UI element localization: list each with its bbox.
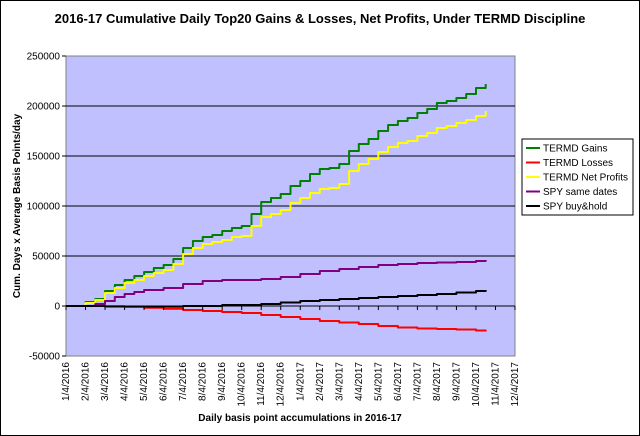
y-tick-label: 200000: [27, 102, 61, 113]
x-tick-label: 3/4/2017: [334, 362, 345, 401]
x-tick-label: 10/4/2016: [237, 362, 248, 407]
x-tick-label: 2/4/2017: [315, 362, 326, 401]
x-tick-label: 9/4/2016: [217, 362, 228, 401]
x-tick-label: 7/4/2017: [412, 362, 423, 401]
x-tick-label: 8/4/2017: [432, 362, 443, 401]
legend-label: SPY same dates: [543, 187, 617, 198]
y-tick-label: 50000: [32, 252, 60, 263]
x-axis-label: Daily basis point accumulations in 2016-…: [198, 413, 402, 424]
x-tick-label: 2/4/2016: [81, 362, 92, 401]
x-tick-label: 5/4/2016: [139, 362, 150, 401]
legend-label: SPY buy&hold: [543, 202, 607, 213]
legend-label: TERMD Gains: [543, 144, 607, 155]
legend-label: TERMD Net Profits: [543, 173, 628, 184]
legend: TERMD Gains TERMD Losses TERMD Net Profits…: [521, 138, 634, 216]
x-tick-label: 3/4/2016: [100, 362, 111, 401]
x-axis-ticks: 1/4/2016 2/4/2016 3/4/2016 4/4/2016 5/4/2016…: [61, 305, 521, 407]
legend-label: TERMD Losses: [543, 158, 613, 169]
x-tick-label: 4/4/2016: [120, 362, 131, 401]
x-tick-label: 1/4/2016: [61, 362, 72, 401]
x-tick-label: 5/4/2017: [373, 362, 384, 401]
x-tick-label: 12/4/2017: [510, 362, 521, 407]
y-tick-label: -50000: [29, 352, 61, 363]
series-line-3: [66, 111, 487, 307]
x-tick-label: 7/4/2016: [178, 362, 189, 401]
x-tick-label: 11/4/2017: [490, 362, 501, 406]
x-tick-label: 4/4/2017: [354, 362, 365, 401]
series-layer: [66, 84, 487, 332]
y-axis-label: Cum. Days x Average Basis Points/day: [12, 113, 23, 298]
series-line-4: [66, 260, 487, 307]
y-tick-label: 0: [54, 302, 60, 313]
x-tick-label: 12/4/2016: [276, 362, 287, 407]
x-tick-label: 11/4/2016: [256, 362, 267, 406]
x-tick-label: 1/4/2017: [295, 362, 306, 401]
legend-box: [521, 138, 634, 216]
y-tick-label: 150000: [27, 152, 61, 163]
y-tick-label: 100000: [27, 202, 61, 213]
chart-title: 2016-17 Cumulative Daily Top20 Gains & L…: [55, 11, 586, 26]
x-tick-label: 9/4/2017: [451, 362, 462, 401]
x-tick-label: 6/4/2017: [393, 362, 404, 401]
y-axis-ticks: -50000 0 50000 100000 150000 200000 250000: [27, 52, 66, 363]
x-tick-label: 6/4/2016: [159, 362, 170, 401]
x-tick-label: 10/4/2017: [471, 362, 482, 407]
x-tick-label: 8/4/2016: [198, 362, 209, 401]
series-line-2: [66, 305, 487, 332]
y-tick-label: 250000: [27, 52, 61, 63]
